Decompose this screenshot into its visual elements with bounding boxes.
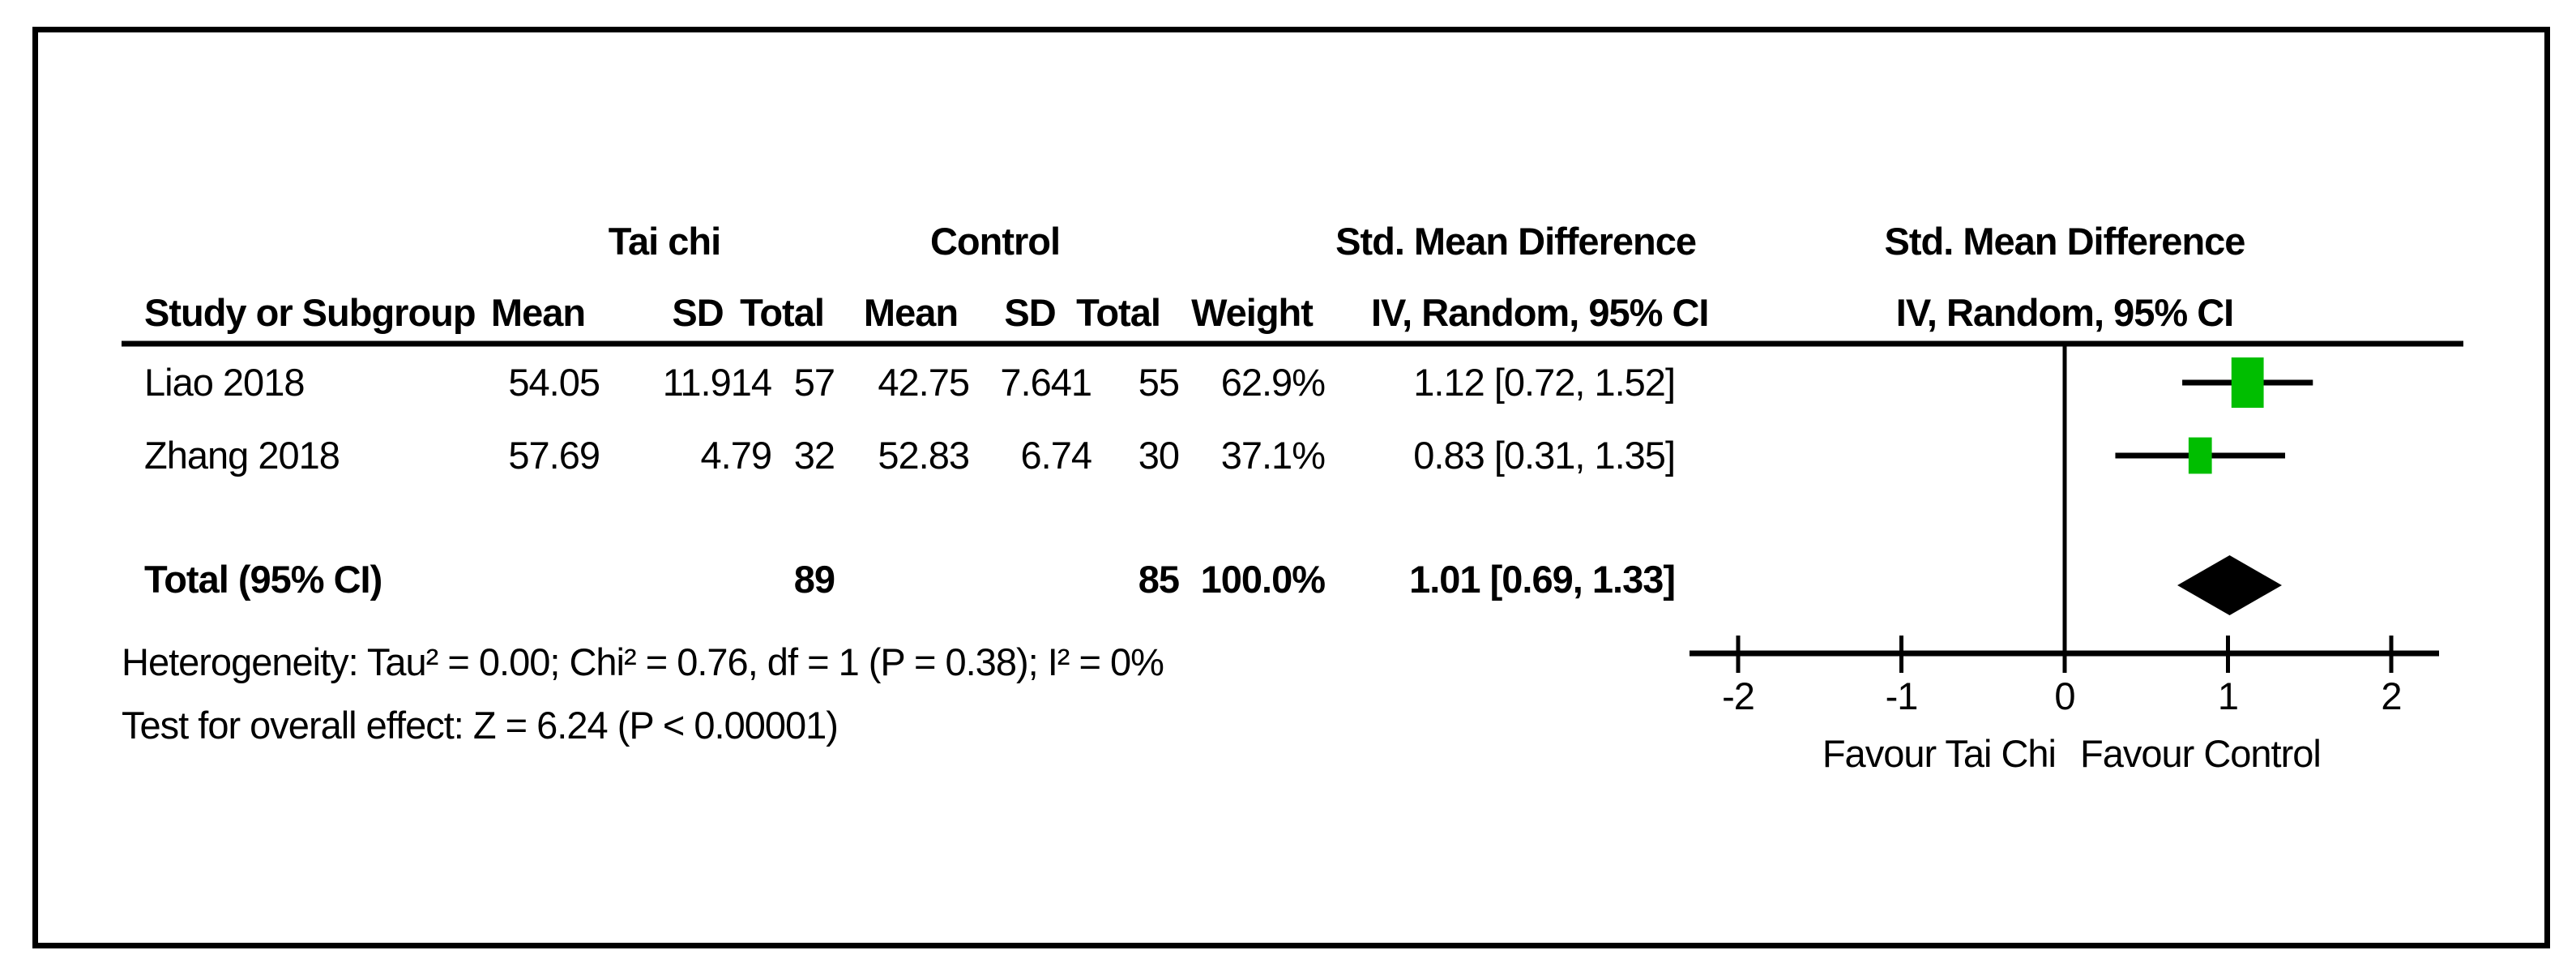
axis-tick-label: 0: [2054, 674, 2074, 717]
group-header-experimental: Tai chi: [608, 220, 721, 263]
plot-header-title: Std. Mean Difference: [1884, 220, 2246, 263]
col-header-weight: Weight: [1191, 291, 1314, 334]
col-header-sd1: SD: [672, 291, 724, 334]
overall-effect-text: Test for overall effect: Z = 6.24 (P < 0…: [122, 704, 839, 747]
study-total: 57: [793, 361, 835, 404]
favour-left-label: Favour Tai Chi: [1822, 732, 2057, 775]
plot-header-subtitle: IV, Random, 95% CI: [1895, 291, 2234, 334]
study-ci-text: 0.83 [0.31, 1.35]: [1413, 434, 1676, 477]
total-weight: 100.0%: [1200, 558, 1326, 601]
study-control-mean: 42.75: [878, 361, 970, 404]
study-weight-marker: [2231, 357, 2264, 409]
study-mean: 54.05: [508, 361, 600, 404]
heterogeneity-text: Heterogeneity: Tau² = 0.00; Chi² = 0.76,…: [122, 640, 1164, 683]
study-control-sd: 7.641: [1000, 361, 1092, 404]
study-weight: 37.1%: [1220, 434, 1326, 477]
total-label: Total (95% CI): [144, 558, 382, 601]
group-header-control: Control: [929, 220, 1061, 263]
col-header-mean1: Mean: [490, 291, 586, 334]
col-header-total1: Total: [740, 291, 825, 334]
study-control-total: 30: [1138, 434, 1180, 477]
col-header-total2: Total: [1076, 291, 1161, 334]
total-diamond: [2177, 555, 2282, 615]
total-n-experimental: 89: [793, 558, 835, 601]
favour-right-label: Favour Control: [2080, 732, 2322, 775]
axis-tick-label: 2: [2381, 674, 2401, 717]
study-name: Liao 2018: [144, 361, 305, 404]
study-total: 32: [793, 434, 835, 477]
study-control-sd: 6.74: [1020, 434, 1092, 477]
study-name: Zhang 2018: [144, 434, 340, 477]
study-control-total: 55: [1138, 361, 1180, 404]
axis-tick-label: 1: [2218, 674, 2238, 717]
col-header-mean2: Mean: [863, 291, 959, 334]
study-control-mean: 52.83: [878, 434, 970, 477]
total-ci-text: 1.01 [0.69, 1.33]: [1409, 558, 1676, 601]
col-header-study: Study or Subgroup: [144, 291, 476, 334]
axis-tick-label: -2: [1722, 674, 1754, 717]
study-weight: 62.9%: [1220, 361, 1326, 404]
col-header-ci: IV, Random, 95% CI: [1371, 291, 1709, 334]
study-sd: 11.914: [662, 361, 772, 404]
study-sd: 4.79: [700, 434, 772, 477]
study-weight-marker: [2188, 437, 2212, 474]
study-ci-text: 1.12 [0.72, 1.52]: [1413, 361, 1676, 404]
total-n-control: 85: [1138, 558, 1180, 601]
figure-border: [32, 27, 2550, 948]
group-header-effect: Std. Mean Difference: [1335, 220, 1697, 263]
axis-tick-label: -1: [1886, 674, 1918, 717]
col-header-sd2: SD: [1004, 291, 1056, 334]
study-mean: 57.69: [508, 434, 600, 477]
